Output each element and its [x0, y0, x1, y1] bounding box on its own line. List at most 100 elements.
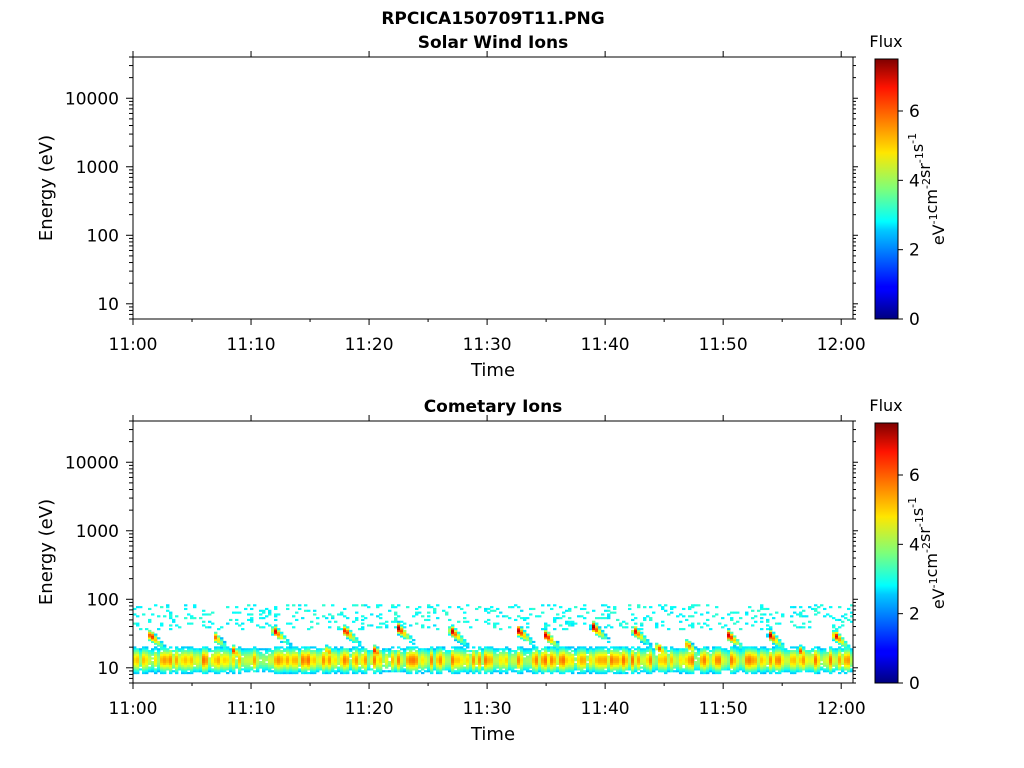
flux-cell — [355, 648, 359, 651]
flux-cell — [625, 661, 629, 664]
flux-cell — [796, 668, 800, 671]
flux-cell — [769, 635, 773, 638]
flux-cell — [715, 655, 719, 658]
flux-cell — [208, 670, 212, 673]
flux-cell — [346, 664, 350, 667]
flux-cell — [382, 670, 386, 673]
flux-cell — [781, 664, 785, 667]
flux-cell — [613, 668, 617, 671]
flux-cell — [559, 666, 563, 669]
flux-cell — [601, 651, 605, 654]
flux-cell — [529, 650, 533, 653]
flux-cell — [562, 664, 566, 667]
flux-cell — [586, 666, 590, 669]
flux-cell — [829, 646, 833, 649]
flux-cell — [523, 629, 527, 633]
flux-cell — [223, 655, 227, 658]
flux-cell — [661, 607, 665, 611]
flux-cell — [160, 659, 164, 662]
flux-cell — [526, 661, 530, 664]
flux-cell — [577, 662, 581, 665]
flux-cell — [760, 666, 764, 669]
flux-cell — [460, 666, 464, 669]
flux-cell — [295, 655, 299, 658]
flux-cell — [298, 648, 302, 651]
flux-cell — [388, 662, 392, 665]
flux-cell — [616, 659, 620, 662]
flux-cell — [163, 655, 167, 658]
flux-cell — [715, 659, 719, 662]
flux-cell — [691, 659, 695, 662]
flux-cell — [283, 637, 287, 640]
flux-cell — [136, 615, 140, 618]
flux-cell — [433, 657, 437, 660]
flux-cell — [490, 655, 494, 658]
flux-cell — [148, 620, 152, 623]
flux-cell — [580, 615, 584, 618]
flux-cell — [448, 659, 452, 662]
flux-cell — [523, 662, 527, 665]
flux-cell — [721, 651, 725, 654]
flux-cell — [154, 635, 158, 638]
flux-cell — [598, 648, 602, 651]
flux-cell — [568, 620, 572, 623]
flux-cell — [835, 655, 839, 658]
flux-cell — [526, 637, 530, 640]
flux-cell — [553, 664, 557, 667]
flux-cell — [232, 648, 236, 651]
flux-cell — [727, 666, 731, 669]
flux-cell — [388, 655, 392, 658]
flux-cell — [496, 622, 500, 625]
flux-cell — [493, 648, 497, 651]
flux-cell — [190, 662, 194, 665]
flux-cell — [493, 670, 497, 673]
flux-cell — [529, 613, 533, 616]
flux-cell — [145, 672, 149, 675]
flux-cell — [283, 650, 287, 653]
flux-cell — [316, 650, 320, 653]
flux-cell — [409, 666, 413, 669]
flux-cell — [427, 606, 431, 609]
flux-cell — [772, 646, 776, 649]
flux-cell — [844, 617, 848, 620]
flux-cell — [517, 664, 521, 667]
flux-cell — [259, 613, 263, 616]
flux-cell — [634, 648, 638, 651]
flux-cell — [844, 653, 848, 656]
flux-cell — [493, 609, 497, 612]
flux-cell — [286, 657, 290, 660]
flux-cell — [556, 644, 560, 647]
flux-cell — [319, 657, 323, 660]
flux-cell — [712, 666, 716, 669]
flux-cell — [343, 655, 347, 658]
flux-cell — [415, 670, 419, 673]
flux-cell — [256, 661, 260, 664]
flux-cell — [292, 604, 296, 607]
flux-cell — [475, 655, 479, 658]
flux-cell — [823, 655, 827, 658]
flux-cell — [640, 650, 644, 653]
flux-cell — [772, 666, 776, 669]
flux-cell — [643, 635, 647, 638]
flux-cell — [391, 668, 395, 671]
flux-cell — [532, 640, 536, 644]
flux-cell — [757, 655, 761, 658]
flux-cell — [367, 655, 371, 658]
flux-cell — [661, 646, 665, 649]
flux-cell — [163, 666, 167, 669]
flux-cell — [364, 655, 368, 658]
flux-cell — [412, 648, 416, 651]
flux-cell — [790, 620, 794, 623]
flux-cell — [304, 609, 308, 612]
flux-cell — [841, 668, 845, 671]
flux-cell — [832, 624, 836, 627]
flux-cell — [652, 662, 656, 665]
flux-cell — [160, 664, 164, 667]
flux-cell — [616, 653, 620, 656]
flux-cell — [172, 664, 176, 667]
flux-cell — [793, 659, 797, 662]
flux-cell — [403, 650, 407, 653]
flux-cell — [592, 629, 596, 633]
flux-cell — [337, 670, 341, 673]
